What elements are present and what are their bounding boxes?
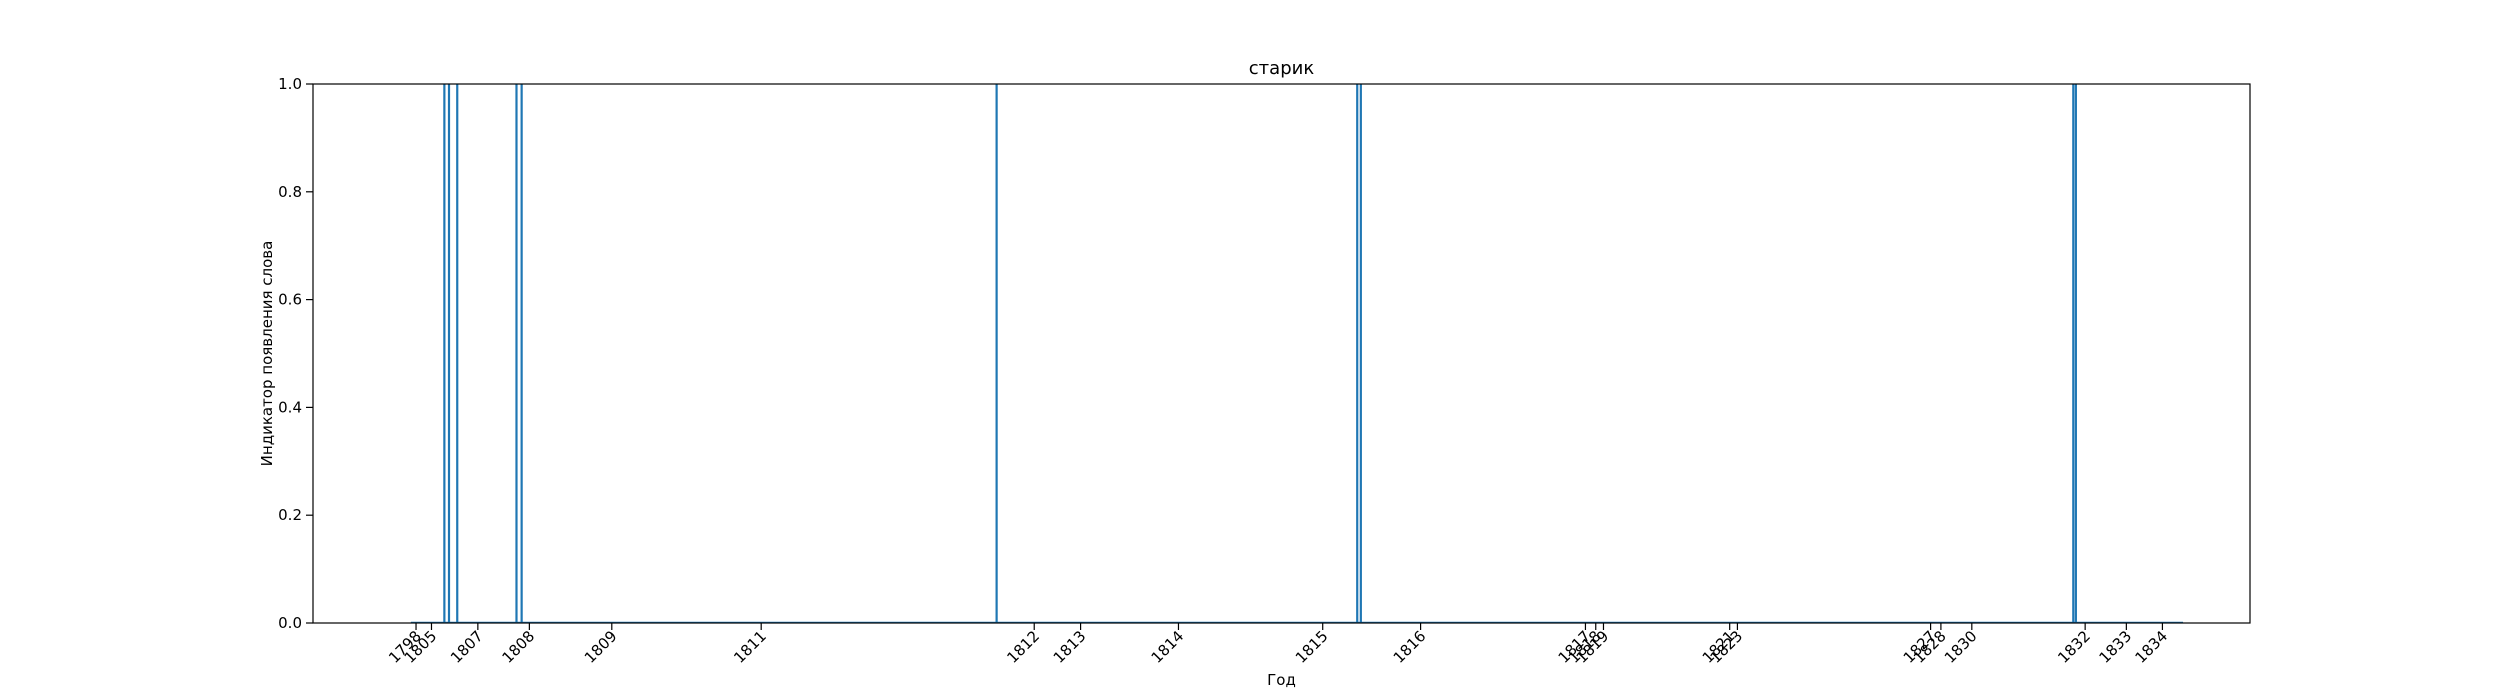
bar <box>995 84 998 623</box>
y-tick-label: 0.6 <box>278 291 302 309</box>
bar <box>456 84 459 623</box>
bar <box>1359 84 1362 623</box>
chart-title: старик <box>1249 58 1315 79</box>
bar <box>1356 84 1359 623</box>
x-tick-label: 1807 <box>447 627 487 667</box>
y-tick-label: 0.8 <box>278 183 302 201</box>
x-tick-label: 1834 <box>2132 627 2172 667</box>
bar <box>515 84 518 623</box>
y-tick-label: 0.4 <box>278 398 302 416</box>
y-tick-label: 0.2 <box>278 506 302 524</box>
x-axis-title: Год <box>1267 671 1296 689</box>
x-tick-label: 1813 <box>1050 627 1090 667</box>
x-tick-label: 1814 <box>1148 627 1188 667</box>
x-tick-label: 1811 <box>730 627 770 667</box>
x-tick-label: 1833 <box>2095 627 2135 667</box>
x-tick-label: 1816 <box>1390 627 1430 667</box>
y-tick-label: 1.0 <box>278 75 302 93</box>
x-tick-label: 1808 <box>498 627 538 667</box>
x-tick-label: 1812 <box>1003 627 1043 667</box>
bar <box>2072 84 2075 623</box>
bar <box>2074 84 2077 623</box>
x-tick-label: 1830 <box>1941 627 1981 667</box>
bar <box>520 84 523 623</box>
x-tick-label: 1823 <box>1707 627 1747 667</box>
y-tick-label: 0.0 <box>278 614 302 632</box>
y-axis-title: Индикатор появления слова <box>258 241 276 467</box>
x-tick-label: 1815 <box>1292 627 1332 667</box>
plot-frame <box>312 83 2251 624</box>
x-tick-label: 1809 <box>581 627 621 667</box>
bar <box>443 84 446 623</box>
x-tick-label: 1832 <box>2054 627 2094 667</box>
x-tick-label: 1828 <box>1910 627 1950 667</box>
bar <box>447 84 451 623</box>
